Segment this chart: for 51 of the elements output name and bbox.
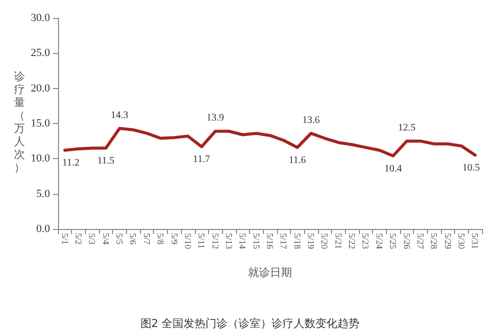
- data-label: 13.6: [302, 114, 320, 126]
- x-tick-label: 5/30: [456, 233, 466, 250]
- y-tick-label: 15.0: [30, 118, 50, 130]
- y-tick-label: 0.0: [36, 223, 50, 235]
- x-tick-label: 5/31: [470, 233, 480, 250]
- x-tick-label: 5/19: [306, 233, 316, 250]
- caption: 图2 全国发热门诊（诊室）诊疗人数变化趋势: [140, 317, 360, 330]
- x-tick-label: 5/17: [278, 233, 289, 250]
- x-tick-label: 5/25: [388, 233, 398, 250]
- x-tick-label: 5/12: [210, 233, 220, 250]
- data-label: 14.3: [110, 110, 128, 121]
- x-axis-title: 就诊日期: [248, 266, 292, 279]
- x-tick-label: 5/11: [196, 233, 207, 249]
- x-tick-label: 5/23: [360, 233, 371, 250]
- x-tick-label: 5/29: [442, 233, 453, 250]
- data-label: 11.5: [97, 156, 114, 167]
- y-tick-label: 30.0: [30, 12, 50, 24]
- x-tick-label: 5/10: [182, 233, 193, 250]
- x-tick-label: 5/14: [238, 233, 248, 250]
- x-tick-label: 5/3: [87, 233, 98, 245]
- data-label: 13.9: [206, 112, 224, 124]
- x-tick-label: 5/18: [292, 233, 302, 250]
- data-label: 11.7: [193, 154, 210, 166]
- x-tick-label: 5/6: [128, 233, 138, 245]
- x-tick-label: 5/1: [60, 233, 70, 245]
- x-tick-label: 5/13: [224, 233, 234, 250]
- x-tick-label: 5/2: [74, 233, 84, 245]
- x-tick-label: 5/9: [169, 233, 180, 245]
- data-label: 12.5: [398, 122, 416, 134]
- y-tick-label: 20.0: [30, 82, 50, 94]
- y-axis-title: 诊疗量（万人次）: [14, 70, 25, 174]
- x-tick-label: 5/26: [402, 233, 412, 250]
- x-tick-label: 5/16: [265, 233, 275, 250]
- x-tick-label: 5/24: [374, 233, 384, 250]
- x-tick-label: 5/5: [114, 233, 125, 245]
- x-tick-label: 5/7: [142, 233, 152, 245]
- data-label: 11.2: [62, 158, 80, 169]
- x-tick-label: 5/27: [415, 233, 426, 250]
- x-tick-label: 5/15: [251, 233, 262, 250]
- x-tick-label: 5/21: [333, 233, 344, 250]
- data-label: 10.5: [462, 162, 480, 174]
- data-label: 11.6: [288, 154, 306, 166]
- y-tick-label: 10.0: [30, 152, 50, 165]
- x-tick-label: 5/22: [347, 233, 358, 250]
- data-label: 10.4: [384, 163, 402, 174]
- y-tick-label: 25.0: [30, 47, 50, 60]
- x-tick-label: 5/4: [100, 233, 111, 245]
- x-tick-label: 5/20: [320, 233, 330, 250]
- y-tick-label: 5.0: [36, 188, 50, 200]
- x-tick-label: 5/28: [429, 233, 440, 250]
- x-tick-label: 5/8: [156, 233, 166, 245]
